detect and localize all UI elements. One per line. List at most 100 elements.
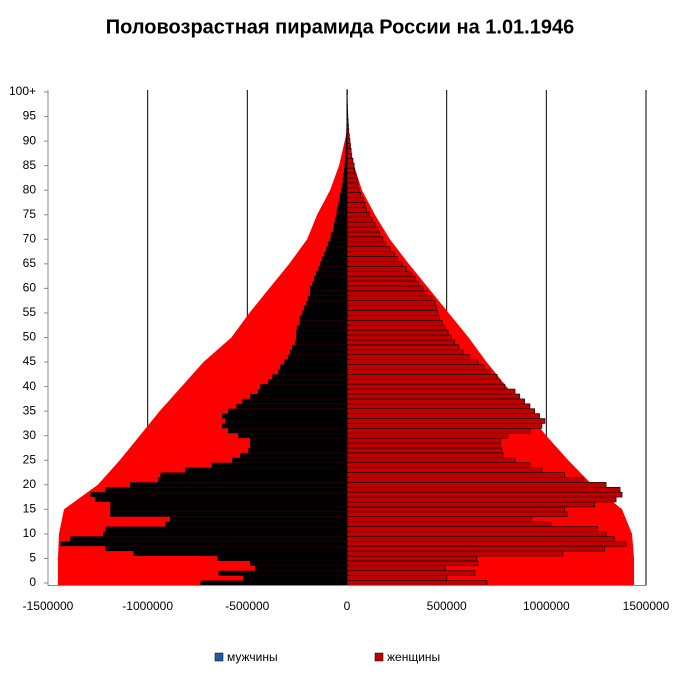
bar: [346, 192, 362, 198]
bar: [321, 256, 347, 262]
bar: [133, 551, 347, 556]
bar: [346, 550, 564, 557]
bar: [284, 359, 347, 365]
bar: [346, 261, 403, 267]
bar: [346, 241, 387, 247]
bar: [346, 403, 531, 409]
bar: [346, 256, 399, 262]
bar: [299, 315, 347, 321]
bar: [200, 580, 347, 586]
bar: [336, 207, 347, 213]
bar: [346, 280, 420, 287]
bar: [95, 497, 347, 502]
bar: [346, 545, 606, 552]
bar: [248, 447, 347, 453]
bar: [346, 575, 448, 581]
bar: [250, 560, 347, 566]
bar: [346, 398, 525, 405]
bar: [346, 354, 470, 360]
y-tick-label: 10: [23, 526, 37, 540]
bar: [70, 536, 347, 542]
bar: [227, 408, 347, 414]
bar: [346, 570, 476, 576]
bar: [346, 388, 516, 395]
bar: [318, 266, 347, 272]
x-tick-label: 1500000: [623, 599, 670, 613]
bar: [346, 266, 407, 272]
bar: [346, 496, 617, 503]
bar: [346, 486, 621, 493]
bar: [345, 153, 347, 159]
bar: [346, 236, 384, 243]
x-tick-label: 0: [344, 599, 351, 613]
bar: [218, 570, 347, 576]
legend-swatch: [374, 652, 384, 662]
bar: [222, 423, 347, 429]
bar: [346, 285, 424, 292]
bar: [346, 467, 543, 473]
bar: [346, 153, 353, 159]
bar: [342, 177, 347, 183]
y-tick-label: 35: [23, 403, 37, 417]
y-tick-label: 75: [23, 207, 37, 221]
bar: [346, 491, 623, 498]
bar: [257, 389, 347, 394]
bar: [346, 310, 439, 316]
bar: [346, 315, 440, 321]
bar: [160, 472, 347, 478]
bar: [346, 364, 485, 370]
bar: [346, 531, 607, 537]
bar: [346, 526, 598, 532]
bar: [110, 501, 347, 507]
y-tick-label: 85: [23, 158, 37, 172]
y-tick-label: 30: [23, 428, 37, 442]
bar: [339, 197, 347, 203]
bar: [346, 408, 536, 414]
y-tick-label: 55: [23, 305, 37, 319]
bar: [335, 217, 347, 223]
bar: [345, 148, 347, 154]
bar: [309, 290, 347, 296]
bar: [346, 157, 354, 164]
bar: [346, 251, 395, 257]
x-tick-label: -1500000: [23, 599, 74, 613]
bar: [110, 511, 347, 517]
bar: [242, 575, 347, 581]
bar: [344, 163, 347, 169]
bar: [345, 138, 347, 144]
legend-swatch: [214, 652, 224, 662]
y-tick-label: 65: [23, 256, 37, 270]
bar: [346, 383, 506, 390]
bar: [346, 143, 351, 149]
bar: [239, 452, 347, 458]
legend-label: мужчины: [227, 650, 278, 664]
bar: [346, 172, 357, 179]
bar: [110, 506, 347, 512]
bar: [242, 398, 347, 404]
bar: [346, 536, 615, 542]
x-tick-label: -1000000: [122, 599, 173, 613]
bar: [346, 560, 479, 567]
bar: [346, 432, 509, 439]
bar: [296, 325, 347, 331]
bar: [250, 443, 347, 448]
bar: [346, 231, 381, 238]
bar: [238, 433, 347, 439]
bar: [346, 477, 585, 483]
bar: [346, 423, 543, 429]
bar: [342, 182, 347, 188]
bar: [326, 246, 347, 252]
bar: [158, 477, 347, 483]
bar: [346, 437, 501, 444]
bar: [232, 457, 347, 463]
bar: [346, 501, 595, 508]
bar: [346, 216, 373, 223]
y-tick-label: 20: [23, 477, 37, 491]
bar: [165, 521, 347, 527]
y-tick-label: 95: [23, 109, 37, 123]
y-tick-label: 25: [23, 452, 37, 466]
bar: [346, 369, 491, 375]
x-tick-label: 500000: [427, 599, 467, 613]
x-tick-label: -500000: [225, 599, 269, 613]
